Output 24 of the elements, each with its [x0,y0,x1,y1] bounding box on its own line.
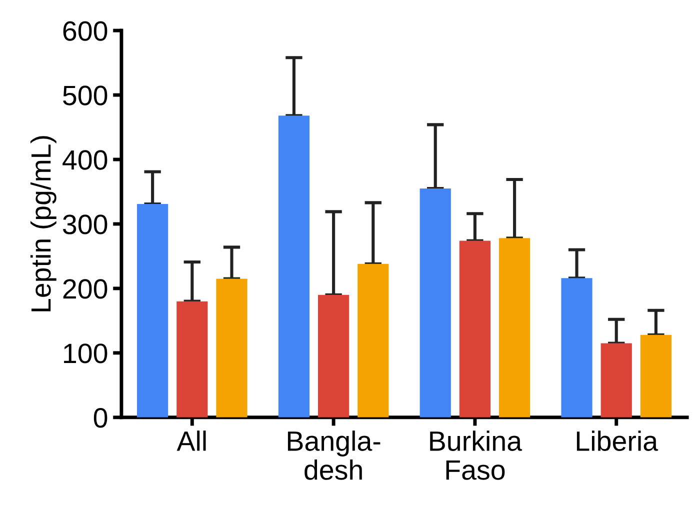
x-tick-label: Liberia [576,430,658,451]
bar [459,240,491,418]
bar [137,204,168,418]
bar [561,278,592,418]
bar [498,238,530,418]
y-tick-label: 0 [94,408,108,428]
y-tick-label: 100 [64,344,108,364]
x-tick-label: All [176,430,206,451]
y-tick-label: 500 [63,86,108,106]
y-tick-label: 300 [62,214,108,234]
bar [318,294,350,418]
bar [600,343,632,418]
bar [216,278,248,418]
bar [358,264,389,418]
y-tick-label: 200 [63,279,108,299]
bar [278,116,310,418]
x-tick-label: Bangla- desh [288,430,380,480]
bar [420,188,451,418]
bar [176,301,208,418]
y-tick-label: 600 [63,21,108,41]
x-tick-label: Burkina Faso [430,430,522,480]
bar [640,334,672,418]
y-axis-title: Leptin (pg/mL) [30,136,56,312]
y-tick-label: 400 [62,150,108,170]
